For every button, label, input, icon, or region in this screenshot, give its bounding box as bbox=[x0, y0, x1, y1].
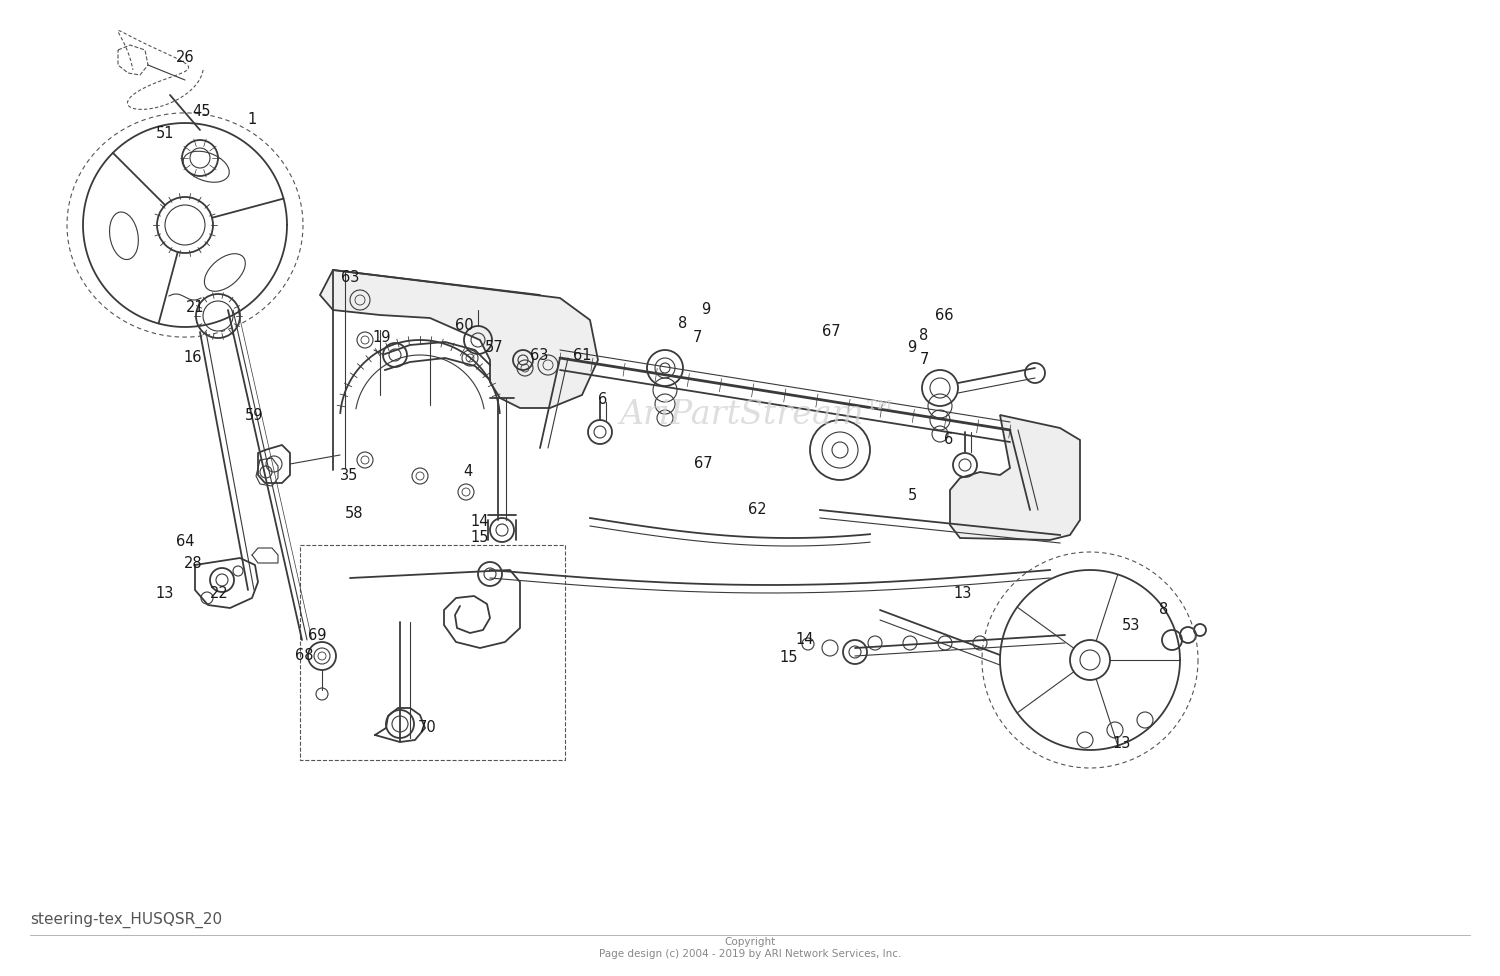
Text: 45: 45 bbox=[192, 104, 211, 119]
Text: 13: 13 bbox=[156, 586, 174, 600]
Text: 60: 60 bbox=[454, 317, 474, 333]
Text: 13: 13 bbox=[1113, 737, 1131, 752]
Text: steering-tex_HUSQSR_20: steering-tex_HUSQSR_20 bbox=[30, 912, 222, 928]
Text: 64: 64 bbox=[176, 534, 195, 549]
Text: AriPartStream™: AriPartStream™ bbox=[620, 399, 898, 431]
Text: 19: 19 bbox=[372, 331, 392, 346]
Text: 6: 6 bbox=[945, 432, 954, 448]
Text: 8: 8 bbox=[1160, 601, 1168, 617]
Text: 66: 66 bbox=[934, 308, 954, 323]
Text: 59: 59 bbox=[244, 409, 264, 424]
Text: 6: 6 bbox=[598, 392, 608, 408]
Text: 57: 57 bbox=[484, 341, 504, 355]
Text: 35: 35 bbox=[340, 468, 358, 483]
Text: 8: 8 bbox=[678, 315, 687, 331]
Text: 15: 15 bbox=[780, 649, 798, 665]
Text: 26: 26 bbox=[176, 50, 195, 64]
Text: 14: 14 bbox=[471, 514, 489, 530]
Bar bbox=[300, 545, 566, 760]
Text: 62: 62 bbox=[747, 503, 766, 517]
Text: 4: 4 bbox=[464, 465, 472, 479]
Text: 58: 58 bbox=[345, 507, 363, 521]
Text: 63: 63 bbox=[340, 270, 358, 286]
Polygon shape bbox=[950, 415, 1080, 540]
Text: 28: 28 bbox=[183, 555, 203, 571]
Text: 68: 68 bbox=[294, 647, 314, 663]
Text: 16: 16 bbox=[183, 350, 203, 365]
Text: 8: 8 bbox=[920, 328, 928, 343]
Text: 70: 70 bbox=[417, 720, 436, 736]
Text: 67: 67 bbox=[693, 456, 712, 470]
Text: 9: 9 bbox=[702, 303, 711, 317]
Text: 9: 9 bbox=[908, 341, 916, 355]
Polygon shape bbox=[320, 270, 598, 408]
Text: Copyright
Page design (c) 2004 - 2019 by ARI Network Services, Inc.: Copyright Page design (c) 2004 - 2019 by… bbox=[598, 937, 902, 958]
Text: 53: 53 bbox=[1122, 619, 1140, 633]
Text: 1: 1 bbox=[248, 112, 256, 128]
Text: 63: 63 bbox=[530, 348, 548, 363]
Text: 61: 61 bbox=[573, 348, 591, 363]
Text: 67: 67 bbox=[822, 324, 840, 340]
Text: 15: 15 bbox=[471, 531, 489, 546]
Text: 69: 69 bbox=[308, 629, 327, 643]
Text: 14: 14 bbox=[795, 632, 814, 647]
Text: 5: 5 bbox=[908, 487, 916, 503]
Text: 7: 7 bbox=[920, 352, 928, 368]
Text: 7: 7 bbox=[693, 330, 702, 345]
Text: 21: 21 bbox=[186, 301, 204, 315]
Text: 13: 13 bbox=[954, 587, 972, 601]
Text: 22: 22 bbox=[210, 586, 228, 600]
Text: 51: 51 bbox=[156, 126, 174, 141]
